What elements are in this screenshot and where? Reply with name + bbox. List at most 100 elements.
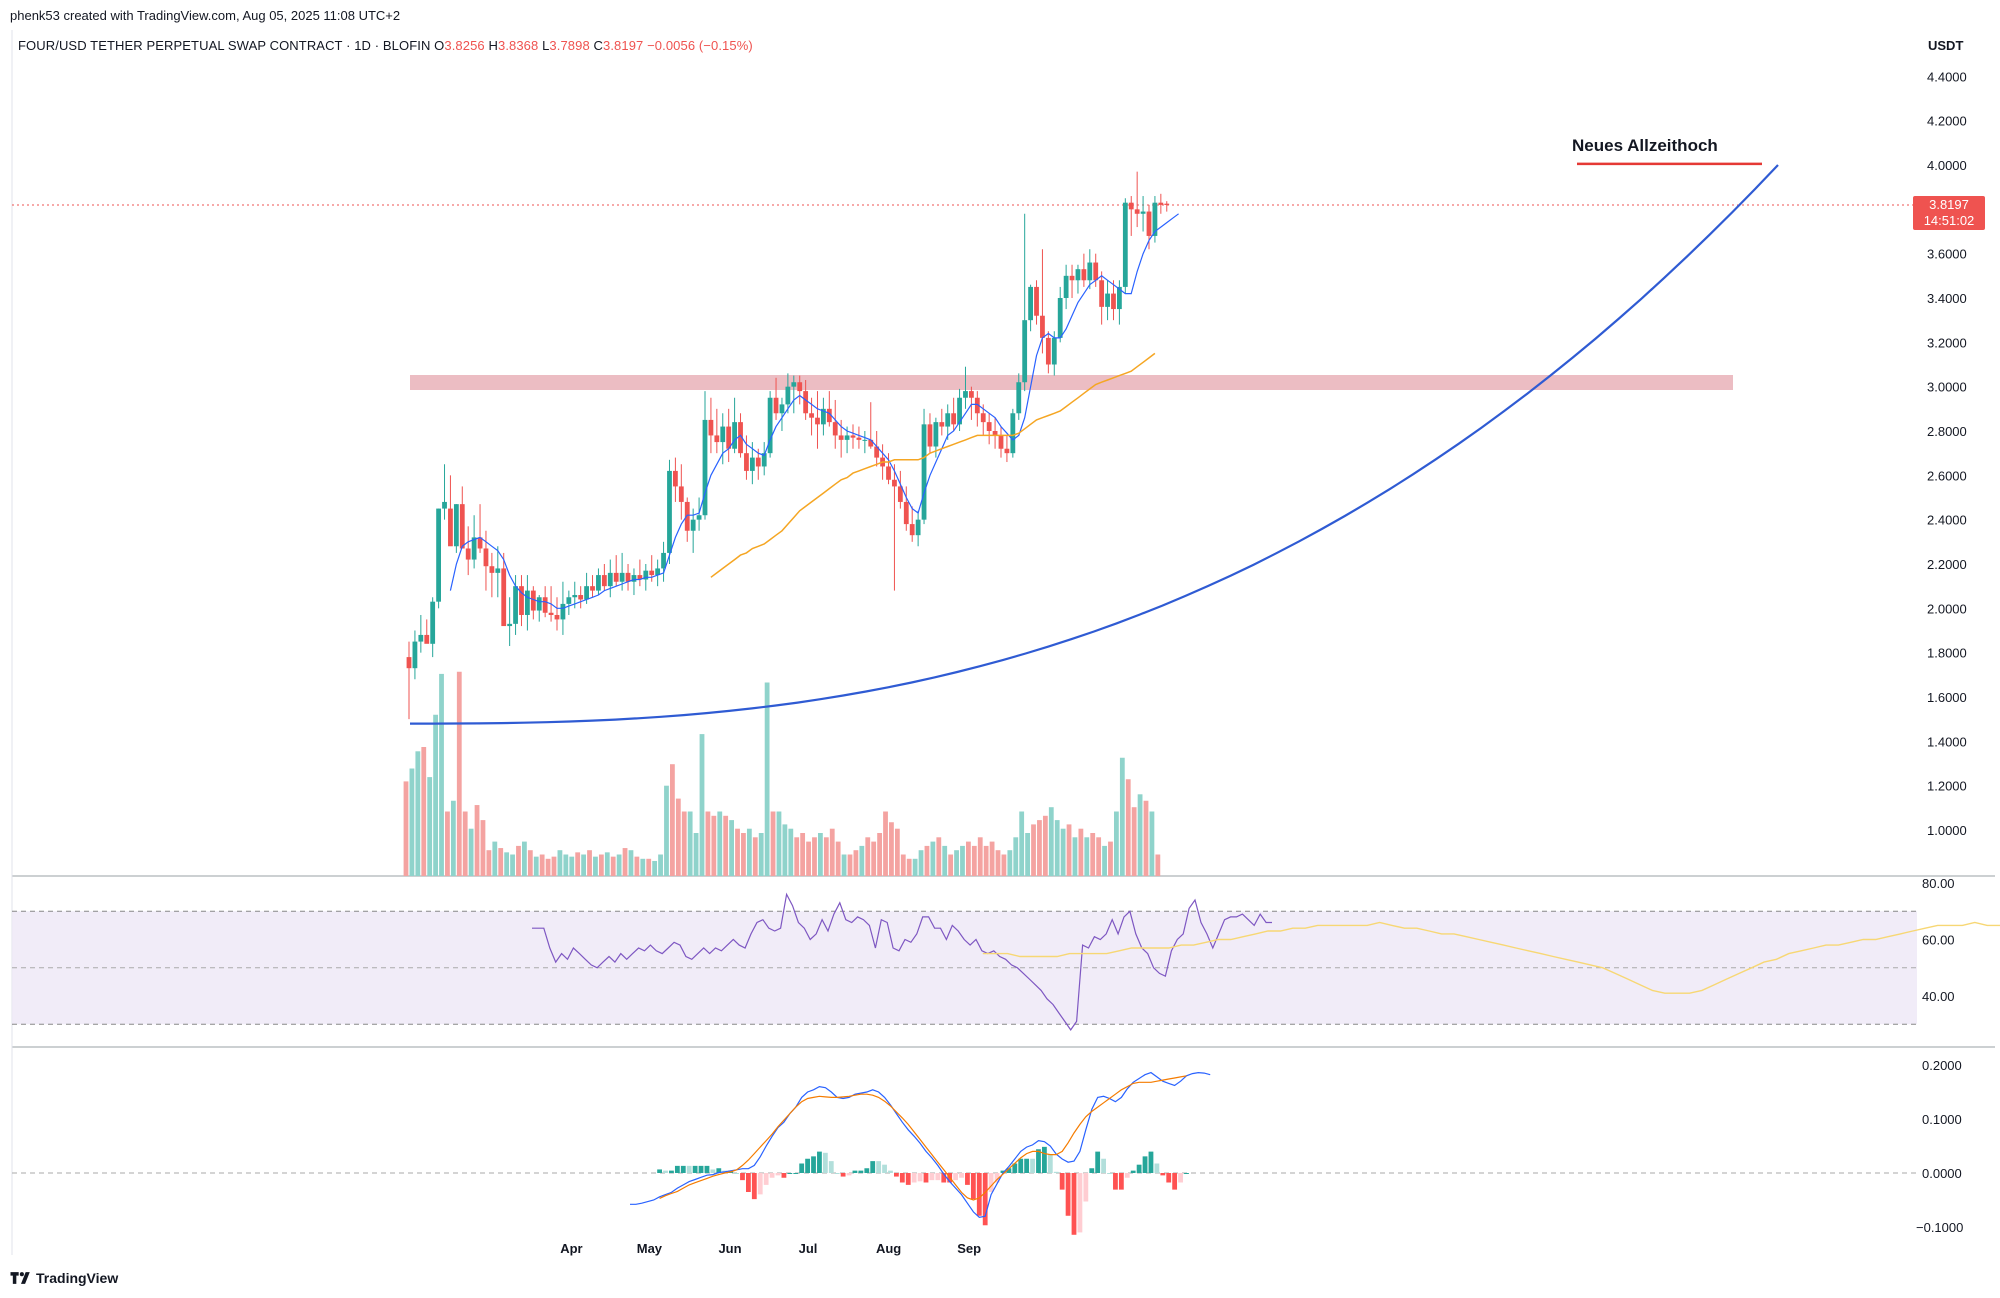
x-tick-label-jul: Jul (799, 1241, 818, 1256)
macd-histogram-bar (1000, 1170, 1006, 1173)
volume-bar (977, 837, 983, 876)
volume-bar (646, 858, 652, 876)
candle-body (661, 552, 666, 569)
macd-histogram-bar (828, 1161, 834, 1173)
price-tick-label: 1.4000 (1927, 734, 1967, 749)
volume-bar (1019, 811, 1025, 876)
price-tick-label: 2.8000 (1927, 424, 1967, 439)
volume-bar (675, 798, 681, 876)
volume-bar (723, 815, 729, 876)
macd-histogram-bar (740, 1173, 745, 1181)
macd-histogram-bar (994, 1173, 1000, 1183)
macd-histogram-bar (1036, 1149, 1041, 1173)
candle-body (1045, 337, 1051, 365)
candle-body (767, 397, 773, 454)
volume-bar (622, 848, 628, 876)
volume-bar (409, 768, 415, 876)
candle-body (1051, 337, 1057, 365)
macd-histogram-bar (864, 1168, 870, 1173)
macd-tick-label: 0.2000 (1922, 1058, 1962, 1073)
macd-histogram-bar (1024, 1158, 1030, 1173)
macd-tick-label: −0.1000 (1916, 1220, 1963, 1235)
macd-histogram-bar (781, 1173, 787, 1178)
volume-bar (604, 852, 610, 876)
candle-body (525, 590, 530, 615)
volume-bar (1125, 779, 1131, 876)
candle-body (1028, 286, 1033, 321)
candle-body (530, 590, 536, 611)
candle-body (655, 568, 661, 576)
macd-histogram-bar (757, 1173, 763, 1195)
macd-histogram-bar (1018, 1158, 1024, 1173)
macd-histogram-bar (811, 1156, 816, 1173)
volume-bar (847, 854, 853, 876)
macd-histogram-bar (923, 1173, 929, 1183)
macd-histogram-bar (1101, 1158, 1106, 1173)
ath-annotation[interactable]: Neues Allzeithoch (1572, 136, 1718, 155)
volume-bar (693, 833, 699, 876)
candle-body (625, 572, 631, 582)
volume-bar (569, 856, 575, 876)
volume-bar (439, 673, 444, 876)
volume-bar (480, 820, 486, 876)
candle-body (1128, 202, 1134, 210)
candle-body (974, 397, 980, 414)
price-tick-label: 3.6000 (1927, 247, 1967, 262)
candle-body (1093, 262, 1099, 281)
change-value: −0.0056 (−0.15%) (647, 38, 753, 53)
volume-bar (752, 837, 758, 876)
tradingview-brand[interactable]: TradingView (10, 1270, 118, 1286)
volume-bar (906, 858, 912, 876)
macd-histogram-bar (734, 1173, 739, 1174)
volume-bar (1048, 807, 1054, 876)
volume-bar (705, 811, 711, 876)
volume-bar (918, 850, 924, 876)
price-tick-label: 3.0000 (1927, 380, 1967, 395)
volume-bar (474, 805, 480, 876)
macd-histogram-bar (834, 1173, 840, 1174)
candle-body (477, 537, 483, 549)
symbol-legend[interactable]: FOUR/USD TETHER PERPETUAL SWAP CONTRACT … (18, 38, 753, 53)
candle-body (821, 408, 826, 425)
volume-bar (1131, 807, 1137, 876)
candle-body (1099, 280, 1105, 307)
volume-bar (1072, 837, 1078, 876)
macd-histogram-bar (899, 1173, 905, 1183)
volume-bar (1060, 828, 1066, 876)
macd-histogram-bar (1053, 1171, 1059, 1173)
volume-bar (758, 833, 764, 876)
candle-body (992, 431, 998, 436)
volume-bar (960, 845, 965, 876)
currency-label[interactable]: USDT (1928, 38, 1964, 53)
candle-body (969, 391, 974, 398)
x-tick-label-sep: Sep (957, 1241, 981, 1256)
macd-histogram-bar (1083, 1173, 1089, 1202)
candle-body (1057, 298, 1063, 338)
brand-name: TradingView (36, 1270, 119, 1286)
volume-bar (664, 785, 669, 876)
macd-histogram-bar (840, 1173, 846, 1177)
candle-body (590, 586, 595, 591)
candle-body (696, 515, 702, 520)
candle-body (430, 601, 436, 644)
macd-histogram-bar (657, 1169, 662, 1173)
macd-histogram-bar (799, 1163, 805, 1173)
volume-bar (865, 837, 871, 876)
price-tick-label: 2.4000 (1927, 513, 1967, 528)
low-label: L (542, 38, 550, 53)
candle-body (536, 597, 542, 611)
macd-histogram-bar (1113, 1173, 1118, 1190)
candle-body (501, 568, 507, 627)
macd-histogram-bar (769, 1173, 775, 1178)
volume-bar (936, 837, 942, 876)
volume-bar (450, 800, 456, 876)
volume-bar (610, 856, 616, 876)
macd-histogram-bar (905, 1173, 911, 1185)
rsi-tick-label: 60.00 (1922, 933, 1955, 948)
volume-bar (415, 751, 421, 876)
macd-histogram-bar (698, 1165, 704, 1173)
macd-histogram-bar (787, 1173, 793, 1174)
volume-bar (1119, 757, 1125, 876)
created-by-line: phenk53 created with TradingView.com, Au… (10, 8, 401, 23)
